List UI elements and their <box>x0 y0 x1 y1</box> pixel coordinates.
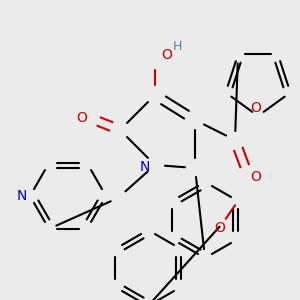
Text: O: O <box>250 101 261 115</box>
Text: H: H <box>172 40 182 53</box>
Text: O: O <box>250 170 261 184</box>
Text: O: O <box>76 111 87 125</box>
Text: O: O <box>162 48 172 62</box>
Text: N: N <box>140 160 150 174</box>
Text: O: O <box>214 221 225 235</box>
Text: N: N <box>17 189 27 203</box>
